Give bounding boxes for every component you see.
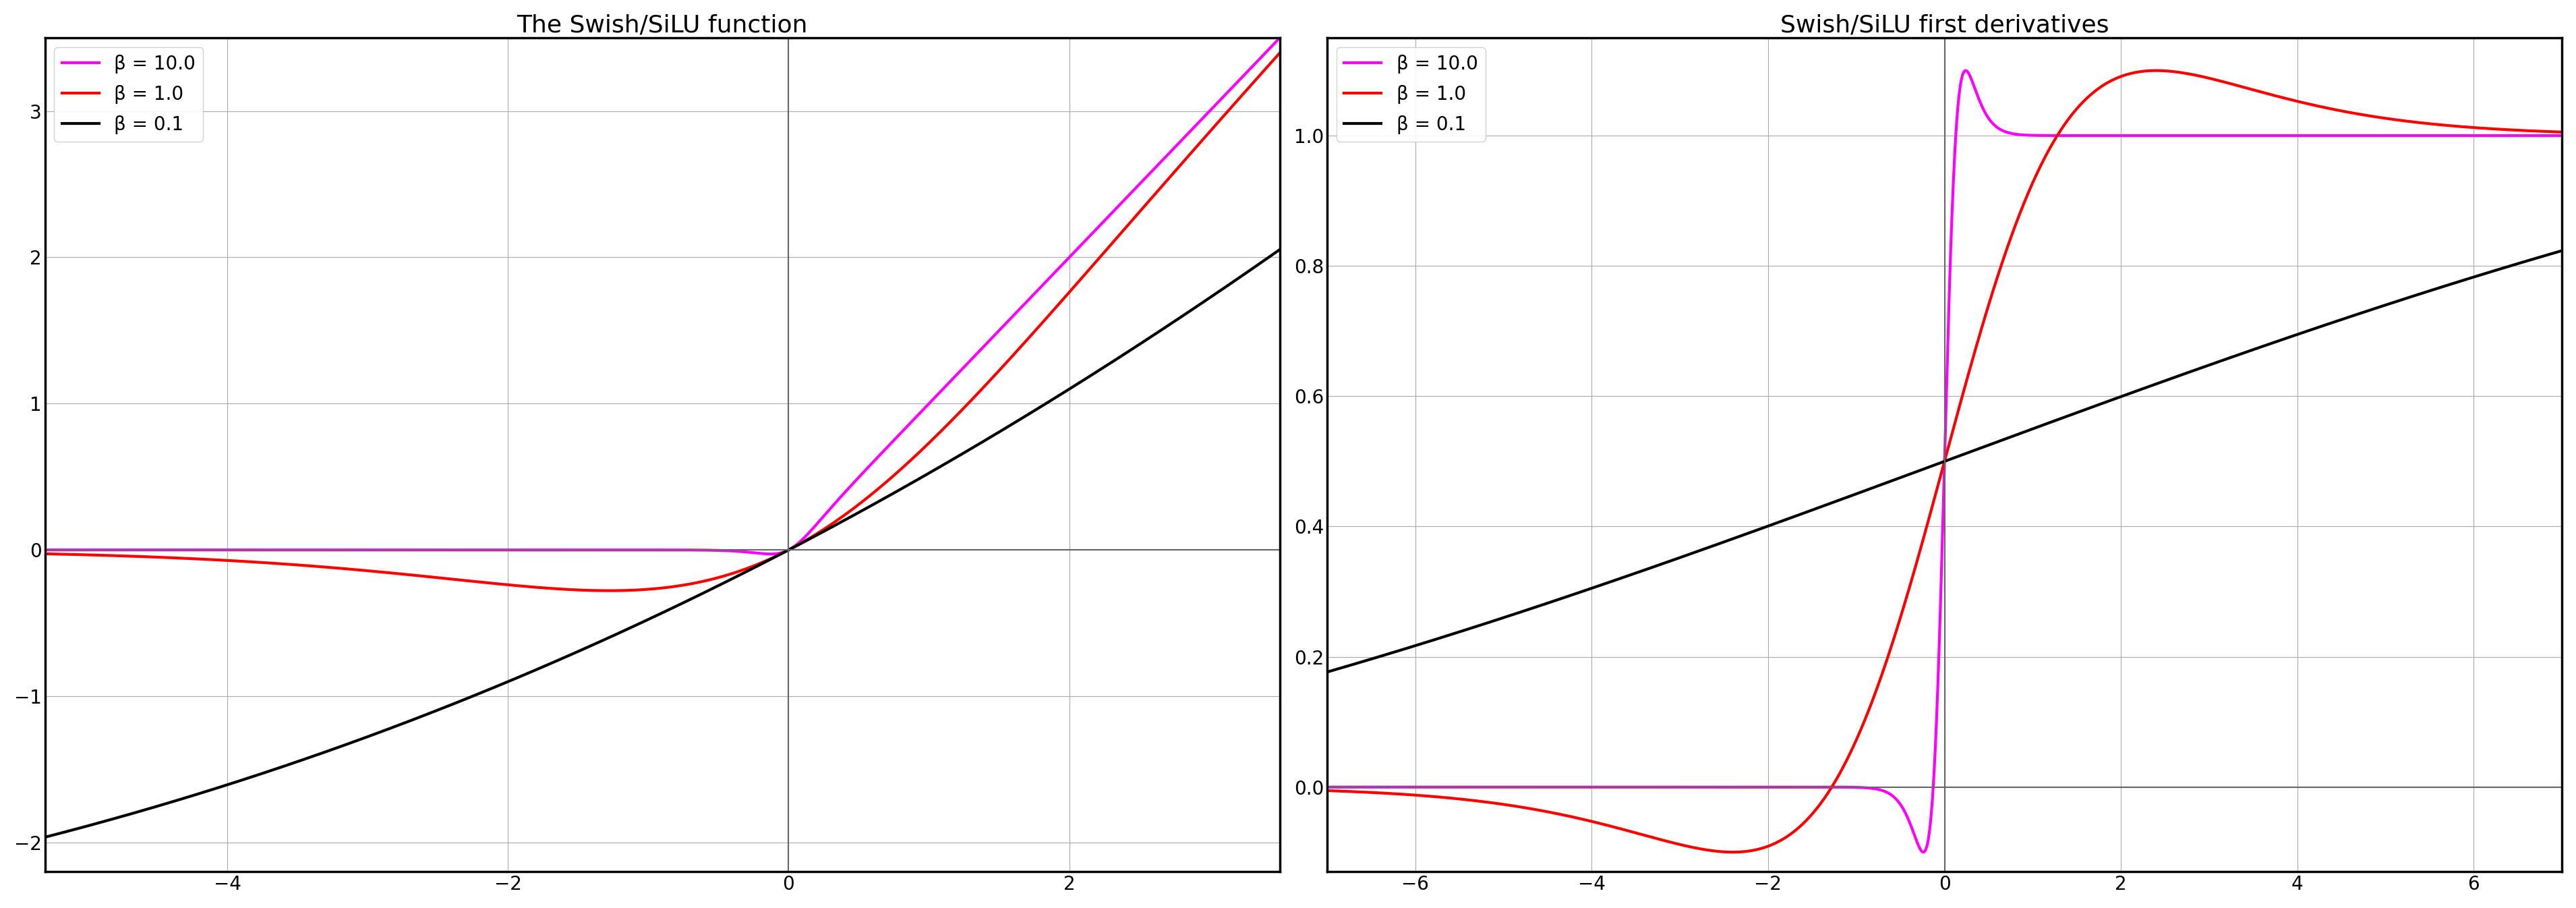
β = 10.0: [1265, 33, 1296, 44]
Line: β = 0.1: β = 0.1: [44, 250, 1280, 837]
β = 1.0: [595, 586, 626, 597]
β = 10.0: [28, 545, 59, 556]
β = 10.0: [1316, 782, 1347, 793]
Line: β = 0.1: β = 0.1: [1327, 251, 2563, 672]
β = 1.0: [1553, 811, 1584, 822]
β = 1.0: [2481, 123, 2512, 134]
β = 1.0: [2548, 126, 2576, 137]
β = 1.0: [556, 584, 587, 595]
Line: β = 10.0: β = 10.0: [1327, 71, 2563, 852]
β = 1.0: [1718, 846, 1749, 857]
β = 10.0: [556, 545, 587, 556]
β = 1.0: [1917, 506, 1947, 517]
β = 1.0: [2141, 65, 2172, 76]
Legend: β = 10.0, β = 1.0, β = 0.1: β = 10.0, β = 1.0, β = 0.1: [54, 47, 204, 142]
β = 10.0: [1909, 846, 1940, 857]
β = 1.0: [245, 557, 276, 568]
β = 1.0: [1265, 47, 1296, 58]
β = 10.0: [1386, 782, 1417, 793]
β = 0.1: [1239, 261, 1270, 271]
β = 10.0: [1917, 814, 1947, 824]
β = 0.1: [1108, 350, 1139, 360]
β = 0.1: [28, 832, 59, 843]
β = 10.0: [245, 545, 276, 556]
β = 1.0: [170, 553, 201, 564]
β = 0.1: [1316, 665, 1347, 676]
β = 0.1: [556, 648, 587, 659]
β = 1.0: [1242, 74, 1273, 85]
β = 1.0: [1316, 785, 1347, 796]
β = 0.1: [170, 793, 201, 804]
β = 1.0: [1386, 789, 1417, 800]
Line: β = 1.0: β = 1.0: [1327, 71, 2563, 852]
β = 10.0: [1108, 196, 1139, 207]
Title: The Swish/SiLU function: The Swish/SiLU function: [518, 14, 809, 37]
β = 0.1: [1363, 652, 1394, 663]
β = 1.0: [28, 548, 59, 559]
β = 10.0: [1311, 782, 1342, 793]
β = 10.0: [502, 545, 533, 556]
β = 0.1: [1265, 244, 1296, 255]
β = 0.1: [502, 672, 533, 683]
Title: Swish/SiLU first derivatives: Swish/SiLU first derivatives: [1780, 14, 2110, 37]
β = 10.0: [2548, 130, 2576, 141]
β = 0.1: [2548, 245, 2576, 256]
β = 10.0: [2481, 130, 2512, 141]
β = 10.0: [170, 545, 201, 556]
β = 0.1: [1917, 461, 1947, 472]
β = 10.0: [1950, 65, 1981, 76]
Legend: β = 10.0, β = 1.0, β = 0.1: β = 10.0, β = 1.0, β = 0.1: [1337, 47, 1486, 142]
β = 1.0: [1311, 785, 1342, 796]
β = 10.0: [1242, 57, 1273, 68]
β = 1.0: [1108, 225, 1139, 236]
Line: β = 1.0: β = 1.0: [44, 53, 1280, 591]
β = 0.1: [2481, 264, 2512, 275]
β = 10.0: [755, 548, 786, 559]
Line: β = 10.0: β = 10.0: [44, 38, 1280, 554]
β = 0.1: [245, 769, 276, 780]
β = 1.0: [1363, 787, 1394, 798]
β = 10.0: [1363, 782, 1394, 793]
β = 0.1: [1553, 590, 1584, 601]
β = 1.0: [502, 580, 533, 591]
β = 0.1: [1386, 645, 1417, 656]
β = 0.1: [1311, 666, 1342, 677]
β = 10.0: [1553, 782, 1584, 793]
